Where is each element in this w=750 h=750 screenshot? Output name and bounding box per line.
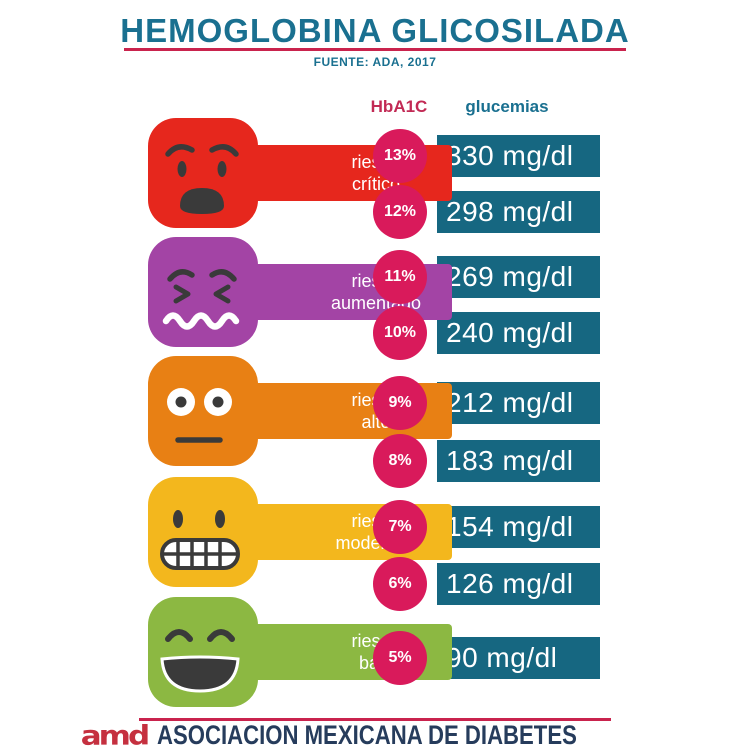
risk-label-line2: crítico — [351, 174, 400, 194]
column-header-glucemias: glucemias — [465, 97, 549, 116]
footer-organization-name: ASOCIACION MEXICANA DE DIABETES — [157, 720, 578, 750]
grimacing-face-features — [160, 510, 240, 570]
risk-label-line2: aumentado — [330, 293, 422, 313]
glucemia-bar-154: 154 mg/dl — [437, 506, 600, 548]
neutral-face-icon — [148, 356, 258, 466]
footer-rule — [139, 718, 611, 721]
page-title: HEMOGLOBINA GLICOSILADA — [120, 12, 630, 49]
glucemia-bar-298: 298 mg/dl — [437, 191, 600, 233]
glucemia-bar-183: 183 mg/dl — [437, 440, 600, 482]
column-header-hba1c: HbA1C — [370, 97, 428, 116]
confounded-face-icon — [148, 237, 258, 347]
hba1c-badge-10: 10% — [373, 306, 427, 360]
hba1c-badge-8: 8% — [373, 434, 427, 488]
worried-face-icon — [148, 118, 258, 228]
laughing-face-features — [160, 629, 240, 693]
grimacing-face-icon — [148, 477, 258, 587]
hba1c-badge-9: 9% — [373, 376, 427, 430]
glucemia-bar-240: 240 mg/dl — [437, 312, 600, 354]
glucemia-bar-269: 269 mg/dl — [437, 256, 600, 298]
glucemia-bar-90: 90 mg/dl — [437, 637, 600, 679]
hba1c-badge-13: 13% — [373, 129, 427, 183]
hba1c-badge-11: 11% — [373, 250, 427, 304]
footer: amd ASOCIACION MEXICANA DE DIABETES — [0, 721, 750, 750]
confounded-face-features — [162, 269, 240, 330]
glucemia-bar-330: 330 mg/dl — [437, 135, 600, 177]
neutral-face-features — [167, 388, 232, 443]
source-caption: FUENTE: ADA, 2017 — [313, 55, 437, 69]
title-underline — [124, 48, 626, 51]
worried-face-features — [165, 144, 239, 214]
hba1c-badge-7: 7% — [373, 500, 427, 554]
laughing-face-icon — [148, 597, 258, 707]
amd-logo: amd — [80, 720, 150, 750]
hba1c-badge-12: 12% — [373, 185, 427, 239]
hba1c-badge-6: 6% — [373, 557, 427, 611]
glucemia-bar-212: 212 mg/dl — [437, 382, 600, 424]
glucemia-bar-126: 126 mg/dl — [437, 563, 600, 605]
hba1c-badge-5: 5% — [373, 631, 427, 685]
